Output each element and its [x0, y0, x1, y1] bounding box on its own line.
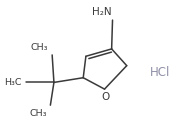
Text: CH₃: CH₃: [29, 109, 47, 118]
Text: H₂N: H₂N: [92, 7, 112, 17]
Text: O: O: [101, 92, 109, 102]
Text: CH₃: CH₃: [30, 43, 48, 52]
Text: HCl: HCl: [150, 66, 171, 79]
Text: H₃C: H₃C: [4, 78, 22, 87]
